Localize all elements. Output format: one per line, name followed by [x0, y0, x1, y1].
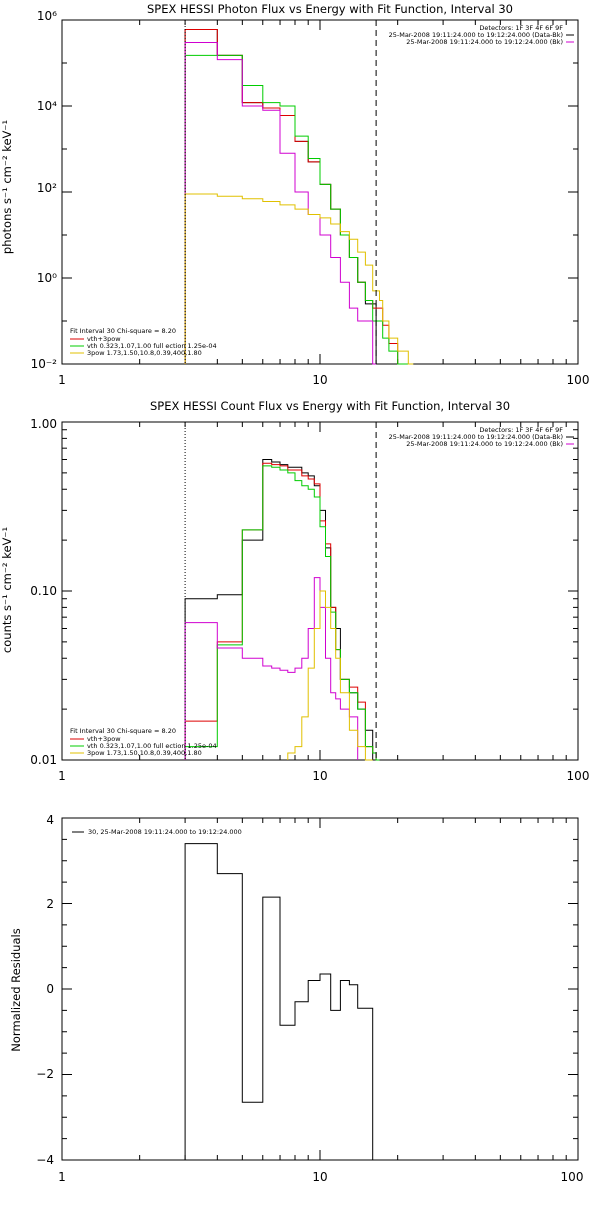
photon-axis-ticks	[61, 19, 579, 365]
count-legend-data-bk: 25-Mar-2008 19:11:24.000 to 19:12:24.000…	[389, 433, 563, 441]
photon-chart-title: SPEX HESSI Photon Flux vs Energy with Fi…	[147, 2, 513, 16]
photon-y-tick-label: 10²	[37, 181, 57, 195]
count-series-2-line	[184, 465, 380, 761]
residuals-y-axis-label: Normalized Residuals	[9, 928, 23, 1051]
photon-flux-panel: SPEX HESSI Photon Flux vs Energy with Fi…	[0, 2, 589, 387]
residuals-x-tick-label: 10	[312, 1170, 327, 1184]
residuals-panel: Normalized Residuals 4 2 0 −2 −4 1 10 10…	[9, 813, 583, 1184]
photon-series-4-line	[184, 193, 414, 365]
residuals-series-0-line	[184, 843, 380, 1161]
count-series	[184, 459, 380, 761]
photon-series-0-line	[184, 29, 377, 364]
photon-legend-bk: 25-Mar-2008 19:11:24.000 to 19:12:24.000…	[406, 38, 563, 46]
count-x-tick-label: 1	[58, 769, 66, 783]
residuals-plot-frame	[61, 817, 579, 1161]
photon-fit-legend-title: Fit Interval 30 Chi-square = 8.20	[70, 327, 176, 335]
count-series-4-line	[287, 590, 373, 761]
count-y-tick-label: 1.00	[30, 417, 57, 431]
residuals-y-tick-label: 2	[46, 897, 54, 911]
photon-y-tick-label: 10⁻²	[31, 357, 58, 371]
count-chart-title: SPEX HESSI Count Flux vs Energy with Fit…	[150, 399, 510, 413]
photon-x-tick-label: 1	[58, 373, 66, 387]
residuals-y-tick-label: 0	[46, 982, 54, 996]
photon-x-tick-label: 10	[312, 373, 327, 387]
count-y-axis-label: counts s⁻¹ cm⁻² keV⁻¹	[0, 527, 14, 653]
photon-y-axis-label: photons s⁻¹ cm⁻² keV⁻¹	[0, 120, 14, 254]
count-series-3-line	[184, 577, 359, 760]
residuals-x-tick-label: 1	[58, 1170, 66, 1184]
count-legend-bk: 25-Mar-2008 19:11:24.000 to 19:12:24.000…	[406, 440, 563, 448]
count-y-tick-label: 0.01	[30, 753, 57, 767]
photon-fit-legend-entry: 3pow 1.73,1.50,10.8,0.39,400,1.80	[87, 349, 202, 357]
residuals-y-tick-label: −2	[36, 1067, 54, 1081]
count-y-tick-label: 0.10	[30, 584, 57, 598]
count-axis-ticks	[61, 421, 579, 761]
count-detectors-text: Detectors: 1F 3F 4F 6F 9F	[479, 426, 563, 434]
residuals-x-tick-label: 100	[561, 1170, 584, 1184]
count-series-0-line	[184, 459, 374, 760]
count-range-lines	[184, 422, 377, 760]
count-fit-legend-entry: vth 0.323,1.07,1.00 full ection 1.25e-04	[87, 742, 217, 750]
photon-series	[184, 29, 414, 365]
photon-y-tick-label: 10⁰	[37, 271, 57, 285]
photon-series-3-line	[184, 42, 377, 365]
residuals-axis-ticks	[61, 817, 579, 1161]
photon-fit-legend-entry: vth+3pow	[87, 335, 121, 343]
residuals-y-tick-label: −4	[36, 1153, 54, 1167]
residuals-series	[184, 843, 380, 1161]
count-series-1-line	[184, 462, 380, 761]
count-fit-legend-entry: 3pow 1.73,1.50,10.8,0.39,400,1.80	[87, 749, 202, 757]
count-x-tick-label: 10	[312, 769, 327, 783]
photon-range-lines	[184, 20, 377, 364]
photon-series-2-line	[184, 54, 409, 365]
photon-y-tick-label: 10⁶	[37, 9, 57, 23]
count-fit-legend-entry: vth+3pow	[87, 735, 121, 743]
photon-y-tick-label: 10⁴	[37, 99, 57, 113]
residuals-y-tick-label: 4	[46, 813, 54, 827]
count-fit-legend-title: Fit Interval 30 Chi-square = 8.20	[70, 727, 176, 735]
photon-detectors-text: Detectors: 1F 3F 4F 6F 9F	[479, 24, 563, 32]
photon-plot-frame	[61, 19, 579, 365]
count-flux-panel: SPEX HESSI Count Flux vs Energy with Fit…	[0, 399, 589, 783]
count-x-tick-label: 100	[567, 769, 590, 783]
photon-legend-data-bk: 25-Mar-2008 19:11:24.000 to 19:12:24.000…	[389, 31, 563, 39]
residuals-legend-label: 30, 25-Mar-2008 19:11:24.000 to 19:12:24…	[88, 828, 242, 836]
photon-series-1-line	[184, 29, 409, 365]
photon-x-tick-label: 100	[567, 373, 590, 387]
photon-fit-legend-entry: vth 0.323,1.07,1.00 full ection 1.25e-04	[87, 342, 217, 350]
